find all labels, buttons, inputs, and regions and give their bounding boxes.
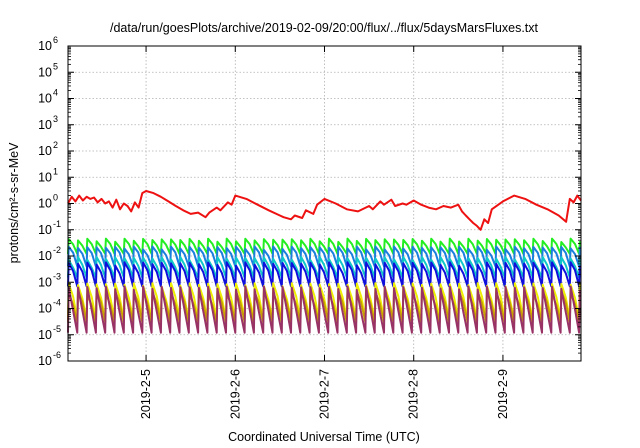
y-tick-label: 10 — [38, 328, 52, 342]
y-tick-label: 10 — [38, 144, 52, 158]
y-tick-exponent: -6 — [53, 350, 61, 360]
y-tick-exponent: -4 — [53, 298, 61, 308]
y-tick-label: 10 — [38, 39, 52, 53]
y-tick-exponent: 5 — [53, 61, 58, 71]
y-axis-label: protons/cm²-s-sr-MeV — [7, 142, 21, 264]
x-tick-label: 2019-2-7 — [318, 369, 332, 419]
y-tick-label: 10 — [38, 249, 52, 263]
y-tick-exponent: 1 — [53, 166, 58, 176]
y-tick-exponent: -3 — [53, 271, 61, 281]
x-tick-label: 2019-2-8 — [407, 369, 421, 419]
y-tick-label: 10 — [38, 92, 52, 106]
x-axis: 2019-2-5 2019-2-6 2019-2-7 2019-2-8 2019-2-9 — [139, 46, 510, 419]
x-tick-label: 2019-2-9 — [496, 369, 510, 419]
y-tick-label: 10 — [38, 118, 52, 132]
y-tick-exponent: -5 — [53, 324, 61, 334]
x-tick-label: 2019-2-5 — [139, 369, 153, 419]
series-line — [67, 261, 581, 288]
chart-title: /data/run/goesPlots/archive/2019-02-09/2… — [110, 21, 539, 35]
y-tick-exponent: -1 — [53, 219, 61, 229]
y-tick-exponent: 6 — [53, 35, 58, 45]
y-tick-label: 10 — [38, 302, 52, 316]
grid-lines — [68, 46, 581, 361]
y-tick-exponent: -2 — [53, 245, 61, 255]
series-line — [67, 285, 581, 334]
series-line — [67, 190, 582, 231]
y-tick-exponent: 2 — [53, 140, 58, 150]
y-tick-label: 10 — [38, 65, 52, 79]
y-axis: 10 -610 -510 -410 -310 -210 -110 010 110 210 310 41… — [38, 35, 581, 368]
y-tick-label: 10 — [38, 197, 52, 211]
x-tick-label: 2019-2-6 — [228, 369, 242, 419]
y-tick-exponent: 3 — [53, 114, 58, 124]
y-tick-exponent: 4 — [53, 88, 58, 98]
y-tick-label: 10 — [38, 170, 52, 184]
y-tick-label: 10 — [38, 223, 52, 237]
y-tick-label: 10 — [38, 275, 52, 289]
series-group — [67, 190, 582, 334]
y-tick-exponent: 0 — [53, 193, 58, 203]
y-tick-label: 10 — [38, 354, 52, 368]
x-axis-label: Coordinated Universal Time (UTC) — [228, 430, 420, 444]
